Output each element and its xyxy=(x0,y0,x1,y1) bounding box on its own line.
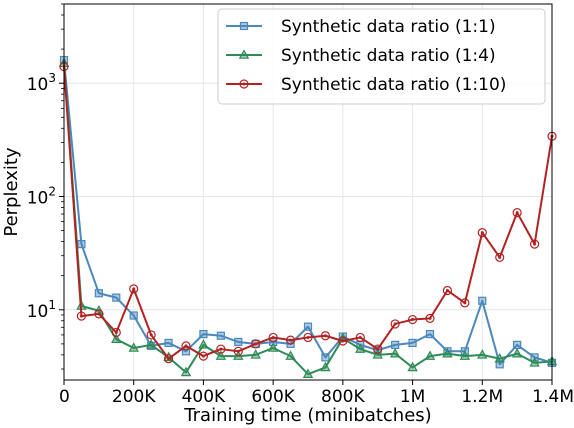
data-point xyxy=(129,311,138,320)
data-point xyxy=(77,239,86,249)
x-tick-label: 0 xyxy=(59,387,70,407)
data-point xyxy=(76,311,87,321)
legend-label: Synthetic data ratio (1:4) xyxy=(281,46,496,66)
data-point xyxy=(425,313,435,323)
data-point xyxy=(198,339,209,349)
series-3 xyxy=(59,62,557,364)
data-point xyxy=(181,347,191,356)
data-point xyxy=(407,361,418,372)
data-point xyxy=(442,285,453,296)
series-line xyxy=(63,59,553,366)
data-point xyxy=(216,344,226,354)
data-point xyxy=(285,335,296,345)
data-point xyxy=(234,337,243,347)
data-point xyxy=(513,340,522,349)
data-point xyxy=(511,347,523,358)
data-point xyxy=(443,347,452,356)
data-point xyxy=(477,349,488,359)
data-point xyxy=(145,339,157,349)
legend-marker xyxy=(239,79,249,89)
data-point xyxy=(425,330,435,339)
legend-label: Synthetic data ratio (1:10) xyxy=(281,75,506,95)
data-point xyxy=(163,354,174,364)
data-point xyxy=(111,327,121,338)
series-layer xyxy=(58,55,558,379)
data-point xyxy=(128,342,139,352)
x-tick-label: 600K xyxy=(251,387,295,407)
data-point xyxy=(442,347,453,358)
data-point xyxy=(180,366,192,377)
data-point xyxy=(459,350,471,360)
data-point xyxy=(460,298,470,308)
x-tick-label: 400K xyxy=(182,387,226,407)
x-axis-label: Training time (minibatches) xyxy=(183,405,431,426)
legend: Synthetic data ratio (1:1) Synthetic data… xyxy=(217,8,546,105)
data-point xyxy=(129,284,139,294)
x-tick-label: 1.2M xyxy=(461,387,503,407)
data-point xyxy=(477,227,487,238)
data-point xyxy=(320,331,331,341)
data-point xyxy=(495,252,505,262)
data-point xyxy=(250,349,261,359)
data-point xyxy=(303,322,313,331)
y-tick-label: 102 xyxy=(27,184,56,208)
data-point xyxy=(268,332,278,343)
data-point xyxy=(233,346,243,356)
x-tick-label: 200K xyxy=(112,387,156,407)
data-point xyxy=(390,319,400,329)
axis-ticks: 0 200K 400K 600K 800K 1M 1.2M 1.4M 101 102 103 xyxy=(27,3,574,407)
data-point xyxy=(302,368,314,379)
x-tick-label: 1M xyxy=(400,387,425,407)
data-point xyxy=(494,352,505,363)
data-point xyxy=(112,293,121,302)
y-tick-label: 101 xyxy=(27,298,56,322)
data-point xyxy=(303,332,313,343)
legend-label: Synthetic data ratio (1:1) xyxy=(281,17,496,37)
data-point xyxy=(478,296,487,305)
data-point xyxy=(373,344,383,354)
data-point xyxy=(407,314,418,325)
data-point xyxy=(529,239,540,249)
data-point xyxy=(285,350,296,360)
data-point xyxy=(320,361,331,372)
data-point xyxy=(198,351,209,361)
data-point xyxy=(251,339,261,349)
data-point xyxy=(495,360,504,369)
data-point xyxy=(146,330,156,340)
data-point xyxy=(216,331,225,340)
data-point xyxy=(355,343,366,353)
data-point xyxy=(389,347,401,358)
legend-entry: Synthetic data ratio (1:10) xyxy=(226,75,506,95)
data-point xyxy=(512,208,522,218)
legend-marker xyxy=(238,49,250,59)
data-point xyxy=(215,350,227,360)
legend-marker xyxy=(239,21,249,31)
data-point xyxy=(338,336,348,346)
data-point xyxy=(111,333,122,343)
data-point xyxy=(181,341,191,351)
data-point xyxy=(355,332,365,343)
legend-box xyxy=(217,8,546,105)
y-tick-label: 103 xyxy=(27,71,56,95)
data-point xyxy=(267,342,279,352)
data-point xyxy=(391,340,400,349)
x-tick-label: 800K xyxy=(321,387,365,407)
data-point xyxy=(529,357,540,367)
data-point xyxy=(372,349,383,359)
legend-entry: Synthetic data ratio (1:1) xyxy=(226,17,496,37)
legend-entry: Synthetic data ratio (1:4) xyxy=(226,46,496,66)
data-point xyxy=(408,338,417,348)
data-point xyxy=(424,350,436,360)
series-line xyxy=(63,63,553,376)
y-axis-label: Perplexity xyxy=(1,147,22,237)
data-point xyxy=(94,289,103,298)
data-point xyxy=(199,330,208,339)
x-tick-label: 1.4M xyxy=(532,387,574,407)
data-point xyxy=(321,353,330,362)
plot-area-frame xyxy=(63,3,553,381)
data-point xyxy=(164,338,173,348)
data-point xyxy=(94,309,104,319)
